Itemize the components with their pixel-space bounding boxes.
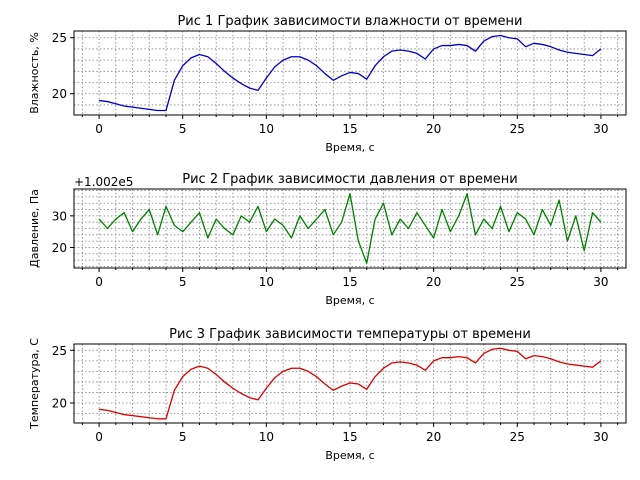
x-tick-label: 30	[593, 275, 608, 289]
x-tick-label: 15	[342, 122, 357, 136]
x-axis-label: Время, с	[325, 449, 374, 462]
x-tick-label: 25	[510, 122, 525, 136]
y-axis-label: Влажность, %	[28, 32, 41, 114]
chart-panel-1: 0 5 10 15 20 25 30 20 25 Рис 1 График зависимости…	[28, 14, 627, 154]
chart-panel-3: 0 5 10 15 20 25 30 20 25 Рис 3 График зависимости…	[28, 327, 627, 462]
x-tick-label: 25	[510, 430, 525, 444]
x-tick-label: 20	[426, 122, 441, 136]
x-tick-label: 15	[342, 275, 357, 289]
x-tick-label: 10	[259, 430, 274, 444]
x-tick-label: 30	[593, 430, 608, 444]
y-tick-label: 25	[52, 344, 67, 358]
x-tick-label: 5	[179, 275, 187, 289]
x-tick-label: 30	[593, 122, 608, 136]
y-tick-label: 30	[52, 209, 67, 223]
x-tick-label: 0	[95, 122, 103, 136]
y-axis-label: Давление, Па	[28, 189, 41, 268]
x-tick-label: 10	[259, 275, 274, 289]
axis-offset-label: +1.002e5	[74, 175, 133, 189]
x-axis-label: Время, с	[325, 141, 374, 154]
chart-title: Рис 2 График зависимости давления от вре…	[182, 172, 517, 187]
x-axis-label: Время, с	[325, 294, 374, 307]
y-tick-label: 20	[52, 396, 67, 410]
x-tick-label: 5	[179, 430, 187, 444]
series-line	[98, 193, 602, 264]
y-tick-label: 20	[52, 241, 67, 255]
x-tick-label: 25	[510, 275, 525, 289]
x-tick-label: 20	[426, 275, 441, 289]
chart-title: Рис 3 График зависимости температуры от …	[169, 327, 531, 342]
x-tick-label: 5	[179, 122, 187, 136]
x-tick-label: 10	[259, 122, 274, 136]
x-tick-label: 15	[342, 430, 357, 444]
x-tick-label: 0	[95, 275, 103, 289]
x-tick-label: 0	[95, 430, 103, 444]
x-tick-label: 20	[426, 430, 441, 444]
y-axis-label: Температура, С	[28, 338, 41, 430]
chart-panel-2: 0 5 10 15 20 25 30 20 30 Рис 2 График зависимости…	[28, 172, 627, 307]
chart-title: Рис 1 График зависимости влажности от вр…	[177, 14, 522, 29]
series-line	[99, 34, 602, 112]
y-tick-label: 20	[52, 87, 67, 101]
series-line	[99, 347, 602, 420]
y-tick-label: 25	[52, 31, 67, 45]
